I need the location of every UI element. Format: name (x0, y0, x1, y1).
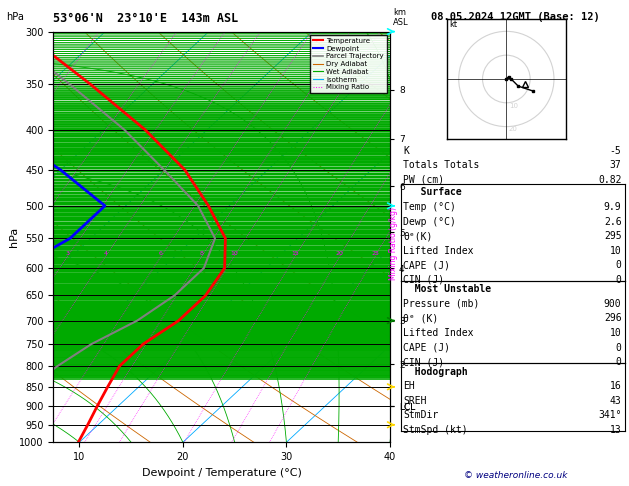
Text: Lifted Index: Lifted Index (403, 328, 474, 338)
Text: © weatheronline.co.uk: © weatheronline.co.uk (464, 471, 567, 480)
Text: 295: 295 (604, 231, 621, 241)
Text: 3: 3 (65, 251, 69, 257)
Text: 53°06'N  23°10'E  143m ASL: 53°06'N 23°10'E 143m ASL (53, 12, 239, 25)
Text: Surface: Surface (403, 188, 462, 197)
Text: 0: 0 (616, 357, 621, 367)
Text: 4: 4 (104, 251, 108, 257)
Text: Pressure (mb): Pressure (mb) (403, 299, 479, 309)
Text: 0: 0 (616, 275, 621, 285)
Text: Lifted Index: Lifted Index (403, 246, 474, 256)
Text: 10: 10 (230, 251, 238, 257)
Text: km
ASL: km ASL (393, 8, 409, 28)
Text: 9.9: 9.9 (604, 202, 621, 212)
Text: Mixing Ratio (g/kg): Mixing Ratio (g/kg) (389, 207, 398, 279)
Text: 0: 0 (616, 343, 621, 353)
Text: StmDir: StmDir (403, 411, 438, 420)
Text: 43: 43 (610, 396, 621, 406)
Text: CAPE (J): CAPE (J) (403, 260, 450, 270)
Text: Totals Totals: Totals Totals (403, 160, 479, 171)
Text: Dewp (°C): Dewp (°C) (403, 217, 456, 226)
Text: 16: 16 (610, 382, 621, 391)
Text: hPa: hPa (6, 12, 24, 22)
Y-axis label: hPa: hPa (9, 227, 19, 247)
Text: 8: 8 (200, 251, 204, 257)
Text: 20: 20 (336, 251, 343, 257)
Text: EH: EH (403, 382, 415, 391)
Text: K: K (403, 146, 409, 156)
Text: 296: 296 (604, 313, 621, 324)
Text: CIN (J): CIN (J) (403, 275, 444, 285)
Text: CIN (J): CIN (J) (403, 357, 444, 367)
X-axis label: Dewpoint / Temperature (°C): Dewpoint / Temperature (°C) (142, 468, 302, 478)
Text: SREH: SREH (403, 396, 426, 406)
Text: 10: 10 (610, 328, 621, 338)
Text: 08.05.2024 12GMT (Base: 12): 08.05.2024 12GMT (Base: 12) (431, 12, 600, 22)
Text: 20: 20 (509, 126, 518, 132)
Text: 0.82: 0.82 (598, 175, 621, 185)
Text: 341°: 341° (598, 411, 621, 420)
Text: CAPE (J): CAPE (J) (403, 343, 450, 353)
Text: θᵉ(K): θᵉ(K) (403, 231, 433, 241)
Text: PW (cm): PW (cm) (403, 175, 444, 185)
Text: 0: 0 (616, 260, 621, 270)
Text: kt: kt (449, 19, 457, 29)
Text: Most Unstable: Most Unstable (403, 284, 491, 295)
Text: Hodograph: Hodograph (403, 367, 468, 377)
Text: 2.6: 2.6 (604, 217, 621, 226)
Text: 10: 10 (610, 246, 621, 256)
Text: 6: 6 (159, 251, 163, 257)
Text: 37: 37 (610, 160, 621, 171)
Text: 13: 13 (610, 425, 621, 435)
Text: θᵉ (K): θᵉ (K) (403, 313, 438, 324)
Text: 900: 900 (604, 299, 621, 309)
Text: Temp (°C): Temp (°C) (403, 202, 456, 212)
Text: StmSpd (kt): StmSpd (kt) (403, 425, 468, 435)
Text: 25: 25 (371, 251, 379, 257)
Legend: Temperature, Dewpoint, Parcel Trajectory, Dry Adiabat, Wet Adiabat, Isotherm, Mi: Temperature, Dewpoint, Parcel Trajectory… (310, 35, 386, 93)
Text: 10: 10 (509, 103, 518, 108)
Text: 15: 15 (291, 251, 299, 257)
Text: -5: -5 (610, 146, 621, 156)
